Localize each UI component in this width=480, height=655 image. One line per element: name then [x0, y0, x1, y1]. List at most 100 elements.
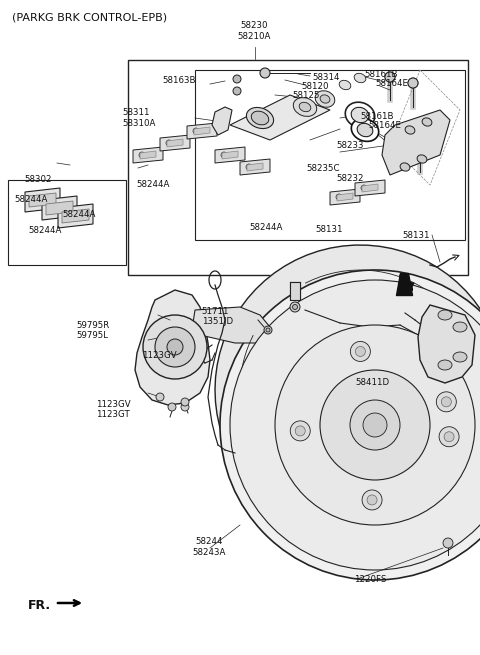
Ellipse shape: [339, 81, 351, 90]
Polygon shape: [62, 209, 89, 223]
Circle shape: [444, 432, 454, 441]
Text: 58235C: 58235C: [306, 164, 340, 174]
Polygon shape: [187, 123, 217, 139]
Bar: [290, 282, 300, 300]
Text: 58244A: 58244A: [250, 223, 283, 232]
Polygon shape: [418, 305, 475, 383]
Polygon shape: [135, 290, 210, 405]
Text: 58311
58310A: 58311 58310A: [122, 108, 156, 128]
Text: 58164E: 58164E: [369, 121, 402, 130]
Text: 58233: 58233: [336, 141, 363, 150]
Text: 1220FS: 1220FS: [354, 574, 386, 584]
Circle shape: [408, 78, 418, 88]
Polygon shape: [337, 193, 353, 201]
Polygon shape: [193, 307, 270, 343]
Circle shape: [320, 370, 430, 480]
Circle shape: [395, 137, 405, 147]
Ellipse shape: [299, 102, 311, 112]
Text: 58120: 58120: [301, 82, 329, 91]
Circle shape: [395, 137, 405, 147]
Circle shape: [64, 212, 72, 219]
Polygon shape: [46, 201, 73, 215]
Circle shape: [143, 315, 207, 379]
Circle shape: [167, 339, 183, 355]
Ellipse shape: [246, 107, 274, 128]
Polygon shape: [230, 95, 330, 140]
Polygon shape: [362, 184, 378, 192]
Bar: [128, 60, 468, 275]
Circle shape: [415, 144, 425, 154]
Circle shape: [48, 204, 56, 212]
Ellipse shape: [453, 352, 467, 362]
Polygon shape: [400, 275, 414, 295]
Circle shape: [246, 164, 252, 170]
Polygon shape: [215, 147, 245, 163]
Ellipse shape: [438, 310, 452, 320]
Polygon shape: [247, 163, 263, 171]
Circle shape: [350, 400, 400, 450]
Text: 58411D: 58411D: [355, 378, 389, 387]
Text: 58232: 58232: [336, 174, 363, 183]
Circle shape: [385, 72, 395, 82]
Circle shape: [193, 128, 199, 134]
Ellipse shape: [422, 118, 432, 126]
Circle shape: [415, 144, 425, 154]
Circle shape: [156, 393, 164, 401]
Text: 58244A: 58244A: [137, 180, 170, 189]
Polygon shape: [160, 135, 190, 151]
Polygon shape: [133, 147, 163, 163]
Polygon shape: [140, 151, 156, 159]
Ellipse shape: [345, 102, 375, 128]
Circle shape: [290, 421, 310, 441]
Text: 58125: 58125: [293, 91, 320, 100]
Ellipse shape: [405, 126, 415, 134]
Circle shape: [155, 327, 195, 367]
Polygon shape: [212, 107, 232, 135]
Text: 58244A: 58244A: [14, 195, 48, 204]
Circle shape: [355, 346, 365, 356]
Circle shape: [220, 270, 480, 580]
Ellipse shape: [320, 95, 330, 103]
Circle shape: [290, 302, 300, 312]
Polygon shape: [25, 188, 60, 212]
Ellipse shape: [351, 119, 379, 141]
Text: 58230
58210A: 58230 58210A: [238, 21, 271, 41]
Text: 58131: 58131: [316, 225, 343, 234]
Polygon shape: [42, 196, 77, 220]
Circle shape: [443, 538, 453, 548]
Text: 58244
58243A: 58244 58243A: [192, 537, 226, 557]
Circle shape: [295, 426, 305, 436]
Ellipse shape: [354, 73, 366, 83]
Circle shape: [264, 326, 272, 334]
Polygon shape: [29, 193, 56, 207]
Circle shape: [436, 392, 456, 412]
Ellipse shape: [438, 360, 452, 370]
Circle shape: [181, 398, 189, 406]
Circle shape: [166, 140, 172, 146]
Text: 58163B: 58163B: [162, 76, 196, 85]
Ellipse shape: [351, 107, 369, 122]
Circle shape: [367, 495, 377, 505]
Text: 58302: 58302: [24, 175, 51, 184]
Circle shape: [233, 75, 241, 83]
Circle shape: [408, 78, 418, 88]
Polygon shape: [215, 245, 480, 535]
Ellipse shape: [400, 163, 410, 171]
Circle shape: [275, 325, 475, 525]
Text: 58244A: 58244A: [62, 210, 96, 219]
Circle shape: [385, 72, 395, 82]
Text: 58164E: 58164E: [376, 79, 409, 88]
Polygon shape: [355, 180, 385, 196]
Text: FR.: FR.: [28, 599, 51, 612]
Polygon shape: [58, 204, 93, 228]
Circle shape: [221, 152, 227, 158]
Text: 59795R
59795L: 59795R 59795L: [77, 321, 110, 341]
Ellipse shape: [417, 155, 427, 163]
Text: (PARKG BRK CONTROL-EPB): (PARKG BRK CONTROL-EPB): [12, 12, 167, 22]
Circle shape: [363, 413, 387, 437]
Circle shape: [230, 280, 480, 570]
Polygon shape: [382, 110, 450, 175]
Text: 51711
1351JD: 51711 1351JD: [202, 307, 233, 326]
Text: 58244A: 58244A: [29, 226, 62, 235]
Circle shape: [266, 328, 270, 332]
